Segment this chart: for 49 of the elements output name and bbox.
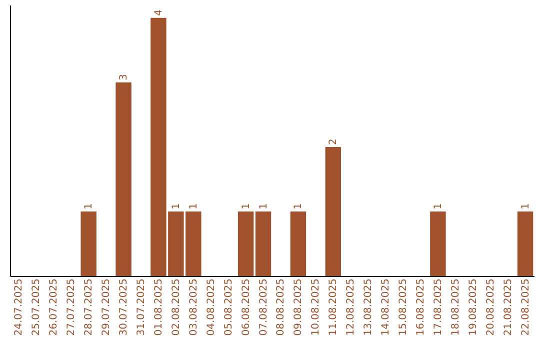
data-label: 1 [293,203,304,210]
data-label: 4 [153,10,164,16]
x-tick-label: 13.08.2025 [363,278,374,336]
data-label: 1 [258,203,270,210]
x-tick-label: 12.08.2025 [346,278,357,336]
x-tick-label: 14.08.2025 [380,278,392,336]
data-label: 3 [118,74,130,80]
data-label: 1 [170,203,182,210]
x-tick-label: 15.08.2025 [398,278,409,336]
x-tick-label: 04.08.2025 [206,278,217,336]
bar [116,82,132,276]
x-tick-label: 24.07.2025 [14,278,25,336]
bar [290,211,306,276]
x-tick-label: 30.07.2025 [118,278,130,336]
x-tick-label: 01.08.2025 [153,278,164,336]
bar [325,146,341,276]
x-tick-label: 06.08.2025 [240,278,252,336]
bar [255,211,272,276]
bar [80,211,96,276]
x-tick-label: 11.08.2025 [328,278,340,336]
x-tick-label: 05.08.2025 [223,278,234,336]
x-tick-label: 07.08.2025 [258,278,270,336]
x-tick-label: 09.08.2025 [293,278,304,336]
x-tick-label: 27.07.2025 [66,278,78,336]
data-label: 1 [188,203,200,210]
x-tick-label: 26.07.2025 [48,278,60,336]
data-label: 1 [432,203,444,210]
x-tick-label: 22.08.2025 [520,278,532,336]
x-tick-label: 19.08.2025 [468,278,479,336]
x-tick-label: 02.08.2025 [170,278,182,336]
data-label: 2 [328,138,340,145]
x-tick-label: 18.08.2025 [450,278,462,336]
x-tick-label: 17.08.2025 [432,278,444,336]
bar [238,211,254,276]
x-tick-label: 10.08.2025 [310,278,322,336]
data-label: 1 [84,203,95,210]
x-tick-label: 21.08.2025 [502,278,514,336]
data-label: 1 [520,203,532,210]
bar [517,211,534,276]
bar [430,211,446,276]
x-tick-label: 03.08.2025 [188,278,200,336]
x-tick-label: 29.07.2025 [101,278,112,336]
x-tick-label: 16.08.2025 [415,278,426,336]
data-label: 1 [240,203,252,210]
x-tick-label: 25.07.2025 [31,278,42,336]
x-tick-label: 31.07.2025 [136,278,147,336]
x-tick-label: 28.07.2025 [84,278,95,336]
x-tick-label: 20.08.2025 [485,278,496,336]
x-tick-label: 08.08.2025 [276,278,287,336]
